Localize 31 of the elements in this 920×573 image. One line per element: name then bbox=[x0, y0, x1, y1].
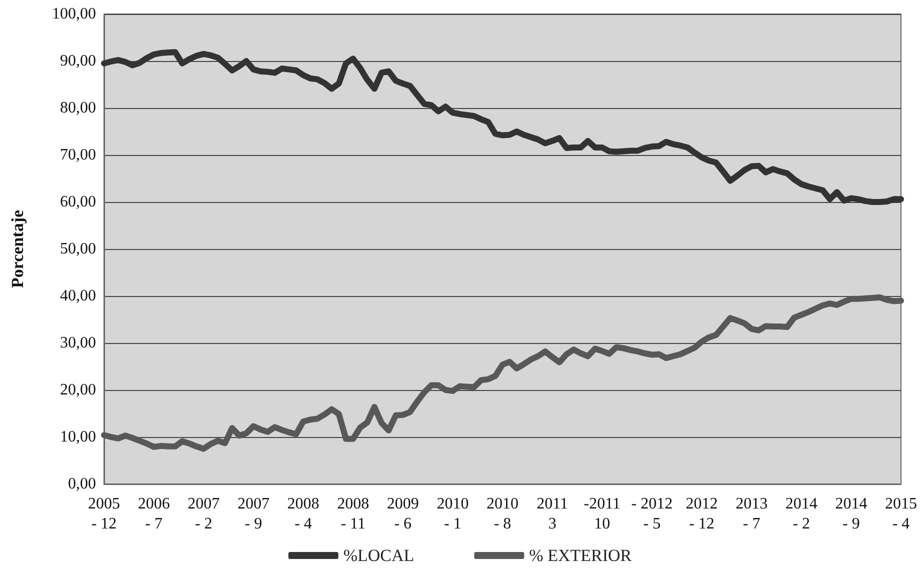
x-tick-label: 2011 3 bbox=[536, 496, 568, 532]
y-tick-label: 40,00 bbox=[60, 288, 96, 304]
x-tick-label: 2007 - 9 bbox=[237, 496, 270, 532]
x-tick-label: 2014 - 2 bbox=[785, 496, 818, 532]
y-tick-label: 50,00 bbox=[60, 240, 96, 258]
x-tick-label: 2006 - 7 bbox=[138, 496, 170, 532]
y-tick-label: 60,00 bbox=[60, 194, 96, 210]
y-tick-label: 100,00 bbox=[52, 6, 96, 22]
x-tick-label: 2008 - 4 bbox=[287, 496, 320, 532]
legend-label: % EXTERIOR bbox=[529, 546, 632, 565]
y-tick-label: 20,00 bbox=[60, 382, 96, 398]
x-tick-label: 2009 - 6 bbox=[386, 496, 419, 532]
x-tick-label: 2010 - 8 bbox=[486, 496, 518, 532]
x-tick-label: 2007 - 2 bbox=[188, 496, 220, 532]
x-tick-label: 2013 - 7 bbox=[736, 496, 768, 532]
y-tick-label: 0,00 bbox=[68, 476, 96, 492]
x-tick-label: -2011 10 bbox=[584, 496, 620, 532]
x-tick-label: 2010 - 1 bbox=[436, 496, 469, 532]
y-tick-label: 70,00 bbox=[60, 146, 96, 164]
y-tick-label: 90,00 bbox=[60, 52, 96, 70]
x-tick-label: - 2012 - 5 bbox=[631, 496, 673, 532]
y-axis-title: Porcentaje bbox=[8, 210, 27, 288]
x-tick-label: 2015 - 4 bbox=[885, 496, 917, 532]
y-tick-label: 80,00 bbox=[60, 100, 96, 116]
x-tick-label: 2012 - 12 bbox=[686, 496, 718, 532]
y-tick-label: 30,00 bbox=[60, 334, 96, 352]
legend-label: %LOCAL bbox=[343, 546, 414, 565]
y-tick-label: 10,00 bbox=[60, 428, 96, 446]
x-tick-label: 2008 - 11 bbox=[337, 496, 370, 532]
x-tick-label: 2014 - 9 bbox=[835, 496, 868, 532]
x-tick-label: 2005 - 12 bbox=[88, 496, 120, 532]
